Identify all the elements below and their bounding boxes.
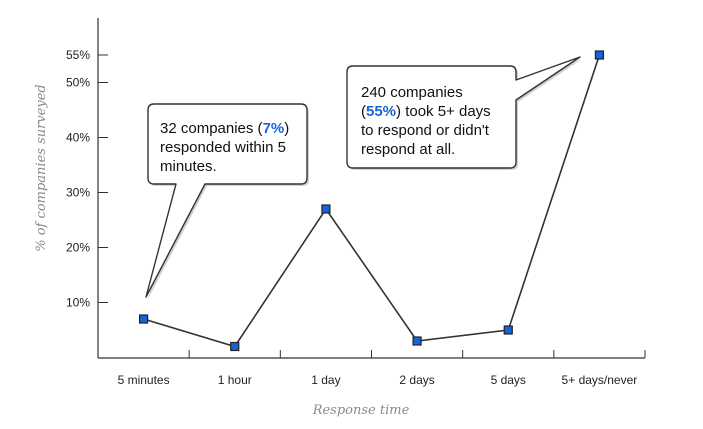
annotation-5-minutes-line1: 32 companies (7%) <box>160 119 308 138</box>
annotation-5plus-days: 240 companies (55%) took 5+ days to resp… <box>361 83 511 159</box>
annotation-5plus-days-line1: 240 companies <box>361 84 463 101</box>
data-point-5-days <box>503 325 513 335</box>
data-point-5-days-never <box>594 50 605 60</box>
annotation-5-minutes-post: ) <box>284 120 290 137</box>
annotation-5plus-days-bubble <box>346 56 581 169</box>
x-axis-title: Response time <box>312 403 410 418</box>
annotation-5plus-days-line2: (55%) took 5+ days <box>361 102 511 121</box>
annotation-5plus-days-highlight: 55% <box>366 103 397 120</box>
data-point-1-day <box>321 204 331 214</box>
y-axis-title: % of companies surveyed <box>34 84 49 251</box>
y-tick-label-30: 30% <box>66 186 90 200</box>
annotation-5plus-days-post: ) took 5+ days <box>396 103 491 120</box>
x-tick-label-5-days: 5 days <box>491 373 526 387</box>
series-line <box>143 54 601 348</box>
annotation-5-minutes-rest: responded within 5 minutes. <box>160 139 286 175</box>
annotation-5-minutes-bubble <box>145 103 308 298</box>
data-point-2-days <box>412 336 422 346</box>
annotation-5plus-days-paren: ( <box>361 103 366 120</box>
series <box>138 50 605 352</box>
y-tick-label-20: 20% <box>66 241 90 255</box>
annotation-5plus-days-rest: to respond or didn't respond at all. <box>361 122 489 158</box>
data-point-1-hour <box>230 341 240 352</box>
x-tick-label-5-minutes: 5 minutes <box>118 373 170 387</box>
axes: 10% 20% 30% 40% 50% 55% 5 minutes 1 hour 1 day 2 … <box>66 18 646 387</box>
x-tick-label-1-hour: 1 hour <box>218 373 252 387</box>
annotation-5-minutes-pre: 32 companies ( <box>160 120 263 137</box>
annotation-5-minutes-highlight: 7% <box>262 120 285 137</box>
y-tick-label-55: 55% <box>66 48 90 62</box>
x-tick-label-5-days-never: 5+ days/never <box>562 373 638 387</box>
callout-shapes <box>145 56 582 299</box>
y-tick-label-40: 40% <box>66 131 90 145</box>
x-tick-label-2-days: 2 days <box>399 373 434 387</box>
y-tick-label-50: 50% <box>66 76 90 90</box>
annotation-5-minutes: 32 companies (7%) responded within 5 min… <box>160 119 308 176</box>
x-tick-label-1-day: 1 day <box>311 373 340 387</box>
data-point-5-minutes <box>138 314 149 324</box>
y-tick-label-10: 10% <box>66 296 90 310</box>
